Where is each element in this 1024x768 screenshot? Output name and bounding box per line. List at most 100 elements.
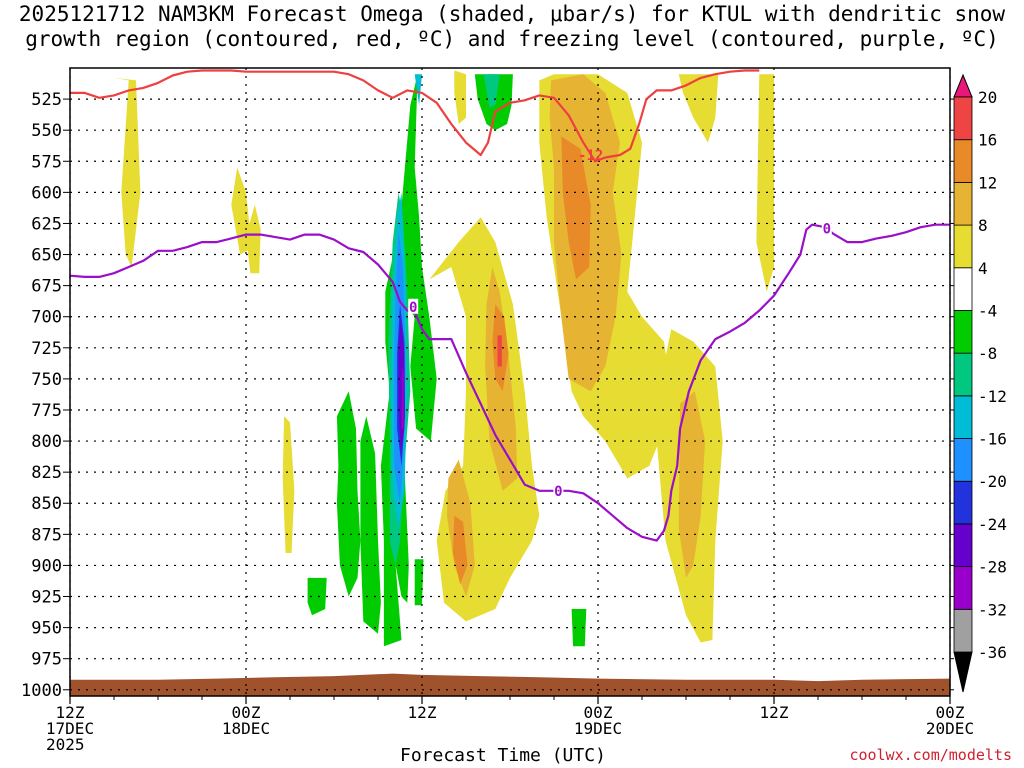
colorbar-bottom-arrow bbox=[953, 651, 973, 693]
y-tick-label: 700 bbox=[31, 308, 62, 328]
colorbar-bin bbox=[953, 608, 973, 653]
x-tick-label: 17DEC bbox=[46, 719, 94, 738]
contour-label-bg bbox=[408, 298, 419, 314]
colorbar-level-label: -24 bbox=[978, 515, 1007, 534]
dgz-contour-label: -12 bbox=[578, 148, 603, 164]
chart-title: 2025121712 NAM3KM Forecast Omega (shaded… bbox=[0, 2, 1024, 52]
y-tick-label: 725 bbox=[31, 339, 62, 359]
freezing-level-contour bbox=[70, 223, 950, 542]
omega-region bbox=[454, 70, 466, 124]
omega-region bbox=[497, 335, 502, 367]
colorbar-level-label: -28 bbox=[978, 558, 1007, 577]
colorbar-bin bbox=[953, 224, 973, 269]
colorbar-bin bbox=[953, 181, 973, 226]
freezing-level-label: 0 bbox=[409, 300, 417, 316]
omega-region bbox=[114, 77, 141, 268]
dgz-contour-red bbox=[70, 69, 760, 163]
omega-region bbox=[678, 391, 706, 578]
colorbar-bin bbox=[953, 480, 973, 525]
colorbar-level-label: -16 bbox=[978, 430, 1007, 449]
colorbar-level-label: -32 bbox=[978, 600, 1007, 619]
y-tick-label: 825 bbox=[31, 463, 62, 483]
colorbar-level-label: -4 bbox=[978, 301, 997, 320]
x-tick-label: 20DEC bbox=[926, 719, 974, 738]
colorbar-bin bbox=[953, 310, 973, 354]
x-tick-label: 2025 bbox=[46, 735, 85, 754]
omega-region bbox=[414, 74, 422, 106]
colorbar-bin bbox=[953, 395, 973, 439]
y-tick-label: 900 bbox=[31, 556, 62, 576]
colorbar-bin bbox=[953, 96, 973, 141]
x-tick-label: 18DEC bbox=[222, 719, 270, 738]
x-tick-label: 12Z bbox=[56, 703, 85, 722]
y-tick-label: 600 bbox=[31, 183, 62, 203]
colorbar-bin bbox=[953, 267, 973, 311]
y-tick-label: 625 bbox=[31, 214, 62, 234]
omega-shading bbox=[114, 70, 774, 647]
y-tick-label: 550 bbox=[31, 121, 62, 141]
y-tick-label: 575 bbox=[31, 152, 62, 172]
contours: -12 0 0 0 bbox=[70, 69, 950, 542]
colorbar-bin bbox=[953, 352, 973, 397]
x-axis-label: Forecast Time (UTC) bbox=[400, 745, 606, 766]
chart-title-line2: growth region (contoured, red, ºC) and f… bbox=[25, 27, 999, 51]
credit-link[interactable]: coolwx.com/modelts bbox=[849, 746, 1012, 764]
x-tick-label: 12Z bbox=[760, 703, 789, 722]
surface-terrain-fill bbox=[70, 673, 950, 696]
x-tick-label: 00Z bbox=[936, 703, 965, 722]
x-tick-label: 00Z bbox=[584, 703, 613, 722]
x-tick-label: 12Z bbox=[408, 703, 437, 722]
y-tick-label: 525 bbox=[31, 90, 62, 110]
y-tick-label: 975 bbox=[31, 650, 62, 670]
colorbar-level-label: 20 bbox=[978, 88, 997, 107]
y-tick-label: 775 bbox=[31, 401, 62, 421]
colorbar-level-label: 8 bbox=[978, 216, 988, 235]
freezing-level-label: 0 bbox=[554, 484, 562, 500]
colorbar-top-arrow bbox=[953, 73, 973, 98]
omega-region bbox=[561, 136, 591, 280]
colorbar-level-label: 12 bbox=[978, 173, 997, 192]
colorbar-level-label: 4 bbox=[978, 259, 988, 278]
x-tick-label: 19DEC bbox=[574, 719, 622, 738]
surface-terrain bbox=[70, 673, 950, 696]
omega-region bbox=[336, 391, 361, 597]
y-tick-label: 925 bbox=[31, 588, 62, 608]
y-tick-label: 650 bbox=[31, 246, 62, 266]
colorbar-level-label: 16 bbox=[978, 131, 997, 150]
colorbar: -36 -32 -28 -24 -20 -16 -12 -8 -4 4 8 12 16 20 bbox=[953, 73, 1007, 693]
x-tick-label: 00Z bbox=[232, 703, 261, 722]
colorbar-bin bbox=[953, 139, 973, 183]
colorbar-level-label: -12 bbox=[978, 387, 1007, 406]
omega-region bbox=[401, 366, 404, 429]
contour-label-bg bbox=[821, 220, 832, 236]
omega-region bbox=[571, 609, 587, 647]
omega-region bbox=[307, 577, 327, 616]
colorbar-bin bbox=[953, 566, 973, 610]
omega-region bbox=[452, 515, 468, 585]
y-tick-label: 750 bbox=[31, 370, 62, 390]
plot-frame bbox=[69, 67, 951, 697]
omega-region bbox=[360, 416, 381, 634]
y-tick-label: 675 bbox=[31, 277, 62, 297]
omega-region bbox=[282, 416, 295, 553]
omega-region bbox=[231, 167, 252, 255]
y-axis: 525 550 575 600 625 650 675 700 725 750 775 800 825 8… bbox=[21, 90, 954, 701]
colorbar-level-label: -8 bbox=[978, 344, 997, 363]
omega-region bbox=[678, 74, 719, 143]
colorbar-level-label: -20 bbox=[978, 472, 1007, 491]
colorbar-level-label: -36 bbox=[978, 643, 1007, 662]
omega-region bbox=[246, 204, 261, 274]
colorbar-bin bbox=[953, 438, 973, 482]
y-tick-label: 950 bbox=[31, 619, 62, 639]
omega-region bbox=[414, 559, 424, 606]
y-tick-label: 800 bbox=[31, 432, 62, 452]
chart-title-line1: 2025121712 NAM3KM Forecast Omega (shaded… bbox=[18, 2, 1006, 26]
freezing-level-label: 0 bbox=[823, 221, 831, 237]
contour-label-bg bbox=[553, 482, 564, 498]
y-tick-label: 1000 bbox=[21, 681, 62, 701]
colorbar-bin bbox=[953, 523, 973, 568]
y-tick-label: 875 bbox=[31, 525, 62, 545]
y-tick-label: 850 bbox=[31, 494, 62, 514]
